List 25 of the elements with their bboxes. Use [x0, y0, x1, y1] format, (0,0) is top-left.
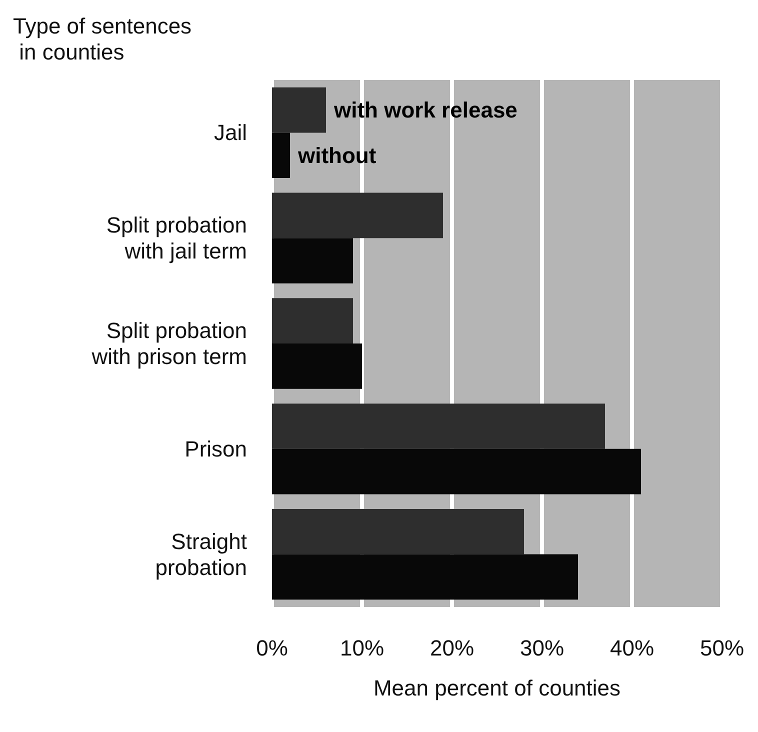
series-label: without [297, 142, 377, 168]
x-tick-label: 30% [520, 636, 564, 660]
x-tick-label: 0% [256, 636, 288, 660]
x-tick-label: 10% [340, 636, 384, 660]
series-label: with work release [333, 98, 518, 123]
bar [272, 554, 578, 600]
bar [272, 298, 353, 344]
x-tick-label: 40% [610, 636, 654, 660]
bar [272, 404, 605, 449]
y-tick-label: Straight probation [155, 528, 247, 580]
y-tick-label: Jail [214, 120, 247, 146]
bar [272, 87, 326, 133]
bar [272, 344, 362, 389]
bar [272, 448, 641, 494]
x-axis-title: Mean percent of counties [373, 676, 621, 700]
bar [272, 238, 353, 284]
bar [272, 192, 443, 238]
y-tick-label: Split probation with jail term [106, 212, 247, 264]
bar [272, 132, 290, 178]
y-axis-title: Type of sentences in counties [13, 14, 192, 64]
x-tick-label: 50% [700, 636, 744, 660]
y-tick-label: Prison [184, 436, 247, 462]
x-tick-label: 20% [430, 636, 474, 660]
bar [272, 508, 524, 554]
y-tick-label: Split probation with prison term [90, 318, 247, 369]
